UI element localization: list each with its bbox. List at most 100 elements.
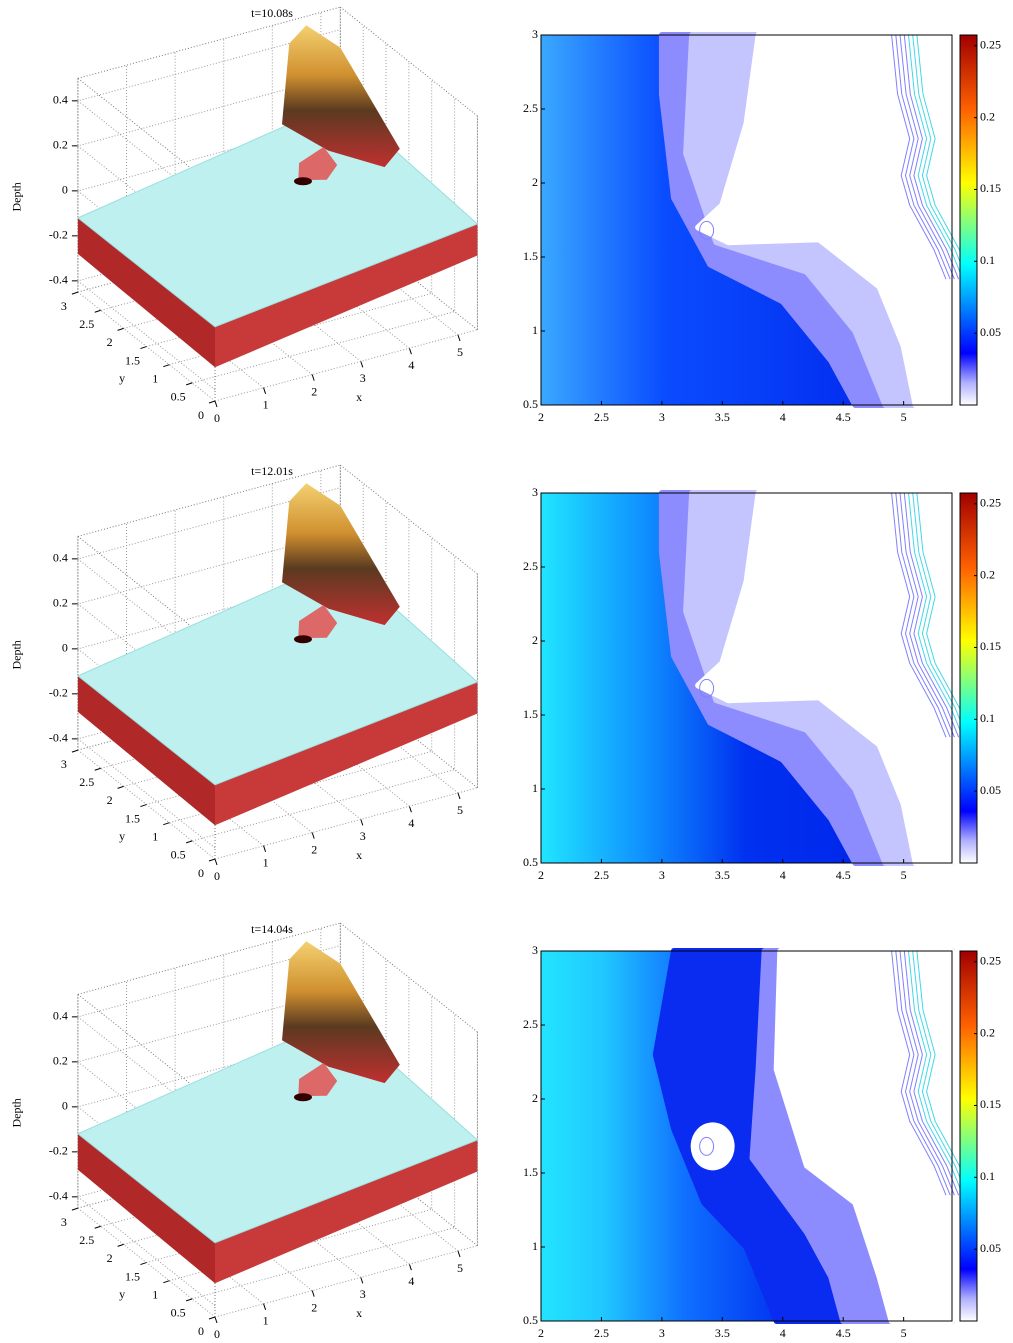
y-tick-label: 1: [532, 323, 538, 337]
y-tick: [163, 1280, 170, 1284]
colorbar: [959, 950, 978, 1322]
x-tick-label: 2: [311, 1300, 317, 1314]
x-tick: [457, 1250, 461, 1258]
contour-line: [899, 492, 955, 738]
chart-title: t=12.01s: [251, 464, 293, 478]
y-tick-label: 2.5: [79, 1233, 94, 1247]
z-tick-label: -0.2: [49, 686, 68, 700]
x-tick-label: 1: [263, 1314, 269, 1328]
x-tick-label: 3: [360, 371, 366, 385]
y-tick-label: 3: [61, 757, 67, 771]
red-patch: [298, 146, 338, 181]
box-edge: [77, 535, 216, 646]
x-tick-label: 3.5: [715, 868, 730, 882]
colorbar-tick-label: 0.25: [980, 496, 1001, 510]
x-tick: [311, 374, 315, 381]
z-tick-label: 0.4: [53, 93, 68, 107]
z-tick-label: 0.2: [53, 138, 68, 152]
colorbar-tick-label: 0.05: [980, 1241, 1001, 1255]
x-axis-label: x: [356, 1306, 362, 1320]
z-axis-label: Depth: [10, 1098, 24, 1127]
contour-line: [916, 950, 972, 1196]
bottom-slab: [77, 675, 216, 826]
x-tick-label: 0: [214, 869, 220, 883]
y-tick: [208, 858, 216, 862]
x-tick: [408, 1264, 412, 1271]
y-tick: [94, 1225, 101, 1229]
bottom-slab: [215, 682, 478, 826]
grid-line: [192, 555, 456, 842]
z-axis-label: Depth: [10, 182, 24, 211]
x-tick: [360, 819, 364, 826]
z-axis-label: Depth: [10, 640, 24, 669]
contour-line: [916, 492, 972, 738]
y-tick: [140, 1262, 147, 1266]
contour-line: [895, 950, 951, 1196]
y-axis-label: y: [119, 371, 125, 385]
x-tick-label: 5: [901, 410, 907, 424]
x-tick-label: 5: [901, 1326, 907, 1340]
colorbar-tick-label: 0.05: [980, 783, 1001, 797]
z-tick-label: 0.2: [53, 596, 68, 610]
grid-line: [214, 574, 478, 860]
y-tick-label: 0.5: [523, 1313, 538, 1327]
colorbar-tick-label: 0.2: [980, 567, 995, 581]
y-tick-label: 3: [61, 1215, 67, 1229]
y-tick-label: 2: [532, 175, 538, 189]
y-tick: [117, 785, 124, 789]
box-edge: [77, 993, 216, 1104]
x-tick-label: 4.5: [836, 868, 851, 882]
bottom-slab: [215, 224, 478, 368]
y-tick-label: 1.5: [125, 1269, 140, 1283]
y-tick-label: 1: [152, 371, 158, 385]
z-tick-label: 0.4: [53, 1009, 68, 1023]
y-tick-label: 0.5: [171, 1306, 186, 1320]
x-tick-label: 3: [659, 868, 665, 882]
y-tick-label: 1: [152, 1287, 158, 1301]
y-tick: [117, 327, 124, 331]
x-tick-label: 3.5: [715, 1326, 730, 1340]
y-tick: [140, 804, 147, 808]
y-tick-label: 0.5: [171, 390, 186, 404]
box-edge: [340, 922, 478, 1033]
contour-line: [912, 492, 968, 738]
grid-line: [192, 97, 456, 384]
x-tick-label: 2: [538, 868, 544, 882]
red-patch: [298, 1062, 338, 1097]
y-tick-label: 1.5: [125, 353, 140, 367]
hole: [293, 635, 312, 644]
colorbar-tick-label: 0.15: [980, 1097, 1001, 1111]
y-tick: [185, 382, 193, 386]
y-axis-label: y: [119, 1287, 125, 1301]
y-tick-label: 2: [107, 793, 113, 807]
contour-line: [912, 950, 968, 1196]
hill: [282, 25, 400, 168]
hole: [293, 177, 312, 186]
x-tick-label: 4: [408, 816, 414, 830]
z-tick-label: -0.4: [49, 273, 68, 287]
contour-line: [916, 34, 972, 280]
y-tick-label: 1: [532, 1239, 538, 1253]
chart-title: t=14.04s: [251, 922, 293, 936]
y-tick-label: 2: [107, 335, 113, 349]
grid-line: [192, 1013, 456, 1300]
x-tick-label: 5: [901, 868, 907, 882]
contour-line: [895, 34, 951, 280]
colorbar-tick-label: 0.05: [980, 325, 1001, 339]
x-tick: [263, 845, 267, 852]
grid-line: [214, 1032, 478, 1318]
x-tick-label: 4: [780, 868, 786, 882]
y-tick: [117, 1243, 124, 1247]
box-edge: [77, 464, 341, 537]
x-tick-label: 5: [457, 803, 463, 817]
y-tick-label: 1.5: [523, 249, 538, 263]
y-tick: [94, 309, 101, 313]
contour-line: [891, 34, 947, 280]
y-tick: [71, 291, 79, 295]
red-patch: [298, 604, 338, 639]
y-tick-label: 0: [198, 1324, 204, 1338]
x-axis-label: x: [356, 390, 362, 404]
y-tick-label: 3: [532, 485, 538, 499]
x-tick-label: 2.5: [594, 1326, 609, 1340]
contour-line: [908, 950, 964, 1196]
